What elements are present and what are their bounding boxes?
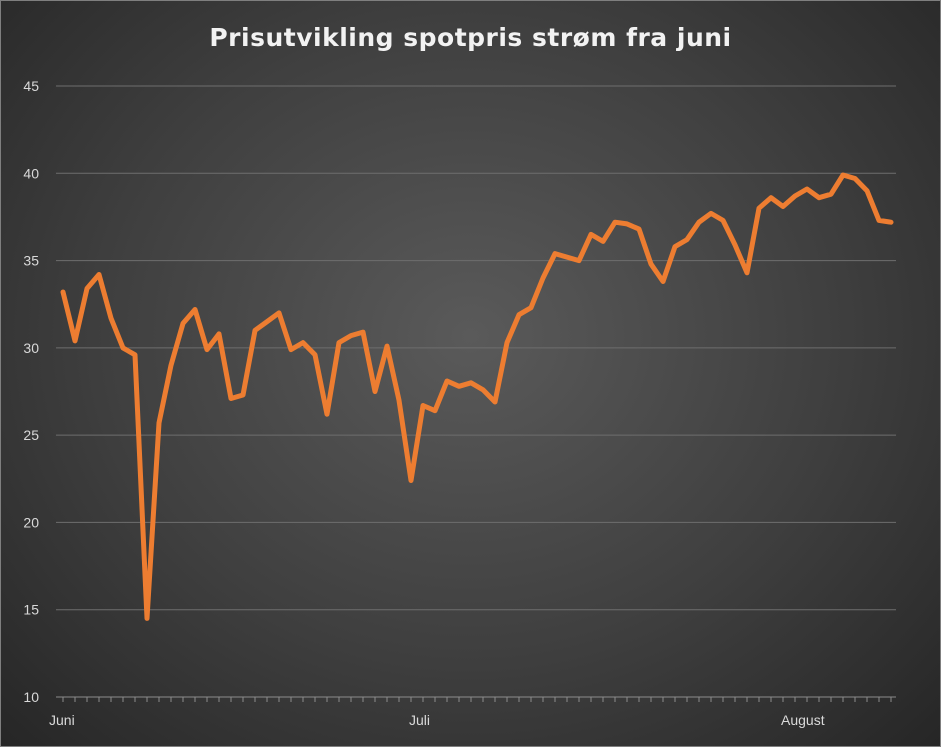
y-tick-label: 20 bbox=[23, 514, 39, 530]
y-tick-label: 45 bbox=[23, 78, 39, 94]
y-tick-label: 30 bbox=[23, 340, 39, 356]
x-tick-label: Juni bbox=[49, 712, 75, 728]
x-tick-label: Juli bbox=[409, 712, 430, 728]
y-tick-label: 25 bbox=[23, 427, 39, 443]
y-tick-label: 35 bbox=[23, 253, 39, 269]
y-tick-label: 10 bbox=[23, 689, 39, 705]
y-tick-label: 15 bbox=[23, 602, 39, 618]
x-tick-label: August bbox=[781, 712, 825, 728]
chart-title: Prisutvikling spotpris strøm fra juni bbox=[209, 23, 732, 52]
y-tick-label: 40 bbox=[23, 165, 39, 181]
series-line bbox=[60, 172, 894, 621]
